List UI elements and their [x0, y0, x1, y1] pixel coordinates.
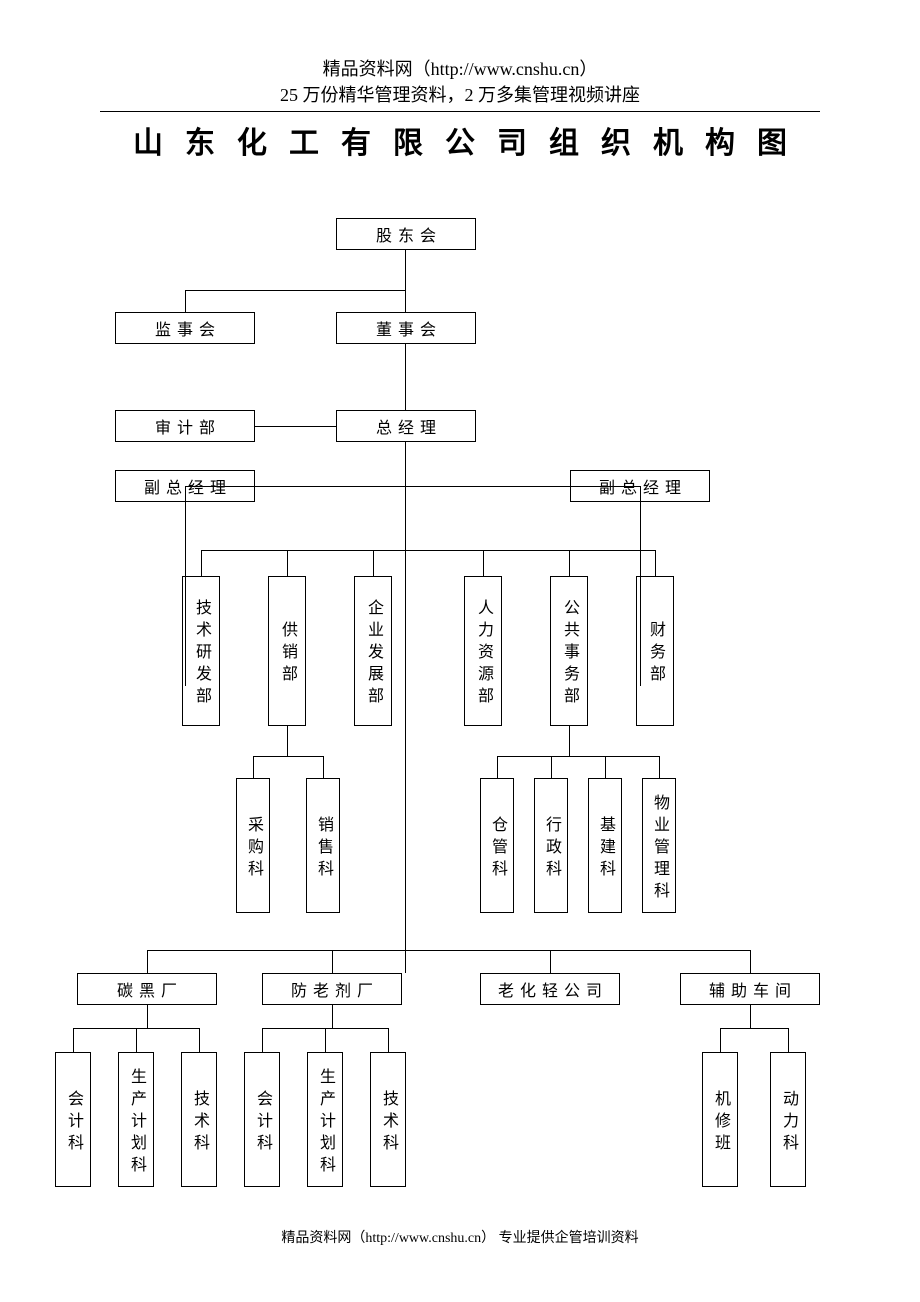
node-property: 物业管理科: [642, 778, 676, 913]
node-aux_workshop: 辅助车间: [680, 973, 820, 1005]
connector-line: [147, 950, 751, 951]
connector-line: [147, 1005, 148, 1028]
connector-line: [185, 290, 406, 291]
connector-line: [551, 756, 552, 778]
node-supervisors: 监事会: [115, 312, 255, 344]
node-cb_prod: 生产计划科: [118, 1052, 154, 1187]
connector-line: [750, 950, 751, 973]
connector-line: [136, 1028, 137, 1052]
connector-line: [147, 950, 148, 973]
node-gm: 总经理: [336, 410, 476, 442]
node-aux_mech: 机修班: [702, 1052, 738, 1187]
connector-line: [550, 950, 551, 973]
connector-line: [750, 1005, 751, 1028]
connector-line: [201, 550, 202, 576]
connector-line: [388, 1028, 389, 1052]
node-antiaging: 防老剂厂: [262, 973, 402, 1005]
node-capcon: 基建科: [588, 778, 622, 913]
connector-line: [287, 726, 288, 756]
node-sales: 销售科: [306, 778, 340, 913]
connector-line: [199, 1028, 200, 1052]
connector-line: [497, 756, 498, 778]
connector-line: [332, 950, 333, 973]
connector-line: [720, 1028, 721, 1052]
connector-line: [185, 486, 406, 487]
node-public_affairs: 公共事务部: [550, 576, 588, 726]
node-shareholders: 股东会: [336, 218, 476, 250]
node-tech_rd: 技术研发部: [182, 576, 220, 726]
node-aging_sub: 老化轻公司: [480, 973, 620, 1005]
connector-line: [405, 442, 406, 973]
connector-line: [569, 550, 570, 576]
node-ent_dev: 企业发展部: [354, 576, 392, 726]
connector-line: [253, 756, 254, 778]
node-audit: 审计部: [115, 410, 255, 442]
connector-line: [73, 1028, 74, 1052]
node-purchase: 采购科: [236, 778, 270, 913]
node-warehouse: 仓管科: [480, 778, 514, 913]
connector-line: [655, 550, 656, 576]
connector-line: [323, 756, 324, 778]
connector-line: [659, 756, 660, 778]
org-chart-canvas: 股东会监事会董事会审计部总经理副总经理副总经理技术研发部供销部企业发展部人力资源…: [0, 0, 920, 1302]
connector-line: [405, 486, 640, 487]
node-supply_sales: 供销部: [268, 576, 306, 726]
connector-line: [332, 1005, 333, 1028]
node-aa_prod: 生产计划科: [307, 1052, 343, 1187]
node-aux_power: 动力科: [770, 1052, 806, 1187]
node-aa_acct: 会计科: [244, 1052, 280, 1187]
connector-line: [255, 426, 336, 427]
node-admin: 行政科: [534, 778, 568, 913]
node-board: 董事会: [336, 312, 476, 344]
connector-line: [185, 290, 186, 312]
connector-line: [405, 250, 406, 312]
connector-line: [497, 756, 660, 757]
connector-line: [483, 550, 484, 576]
node-aa_tech: 技术科: [370, 1052, 406, 1187]
connector-line: [720, 1028, 789, 1029]
connector-line: [605, 756, 606, 778]
connector-line: [640, 486, 641, 686]
connector-line: [405, 344, 406, 410]
connector-line: [373, 550, 374, 576]
connector-line: [569, 726, 570, 756]
connector-line: [201, 550, 656, 551]
connector-line: [262, 1028, 263, 1052]
node-cb_acct: 会计科: [55, 1052, 91, 1187]
node-cb_tech: 技术科: [181, 1052, 217, 1187]
connector-line: [185, 486, 186, 686]
connector-line: [253, 756, 324, 757]
page-footer: 精品资料网（http://www.cnshu.cn） 专业提供企管培训资料: [0, 1227, 920, 1247]
connector-line: [325, 1028, 326, 1052]
connector-line: [788, 1028, 789, 1052]
node-finance: 财务部: [636, 576, 674, 726]
node-hr: 人力资源部: [464, 576, 502, 726]
node-carbon_plant: 碳黑厂: [77, 973, 217, 1005]
connector-line: [287, 550, 288, 576]
